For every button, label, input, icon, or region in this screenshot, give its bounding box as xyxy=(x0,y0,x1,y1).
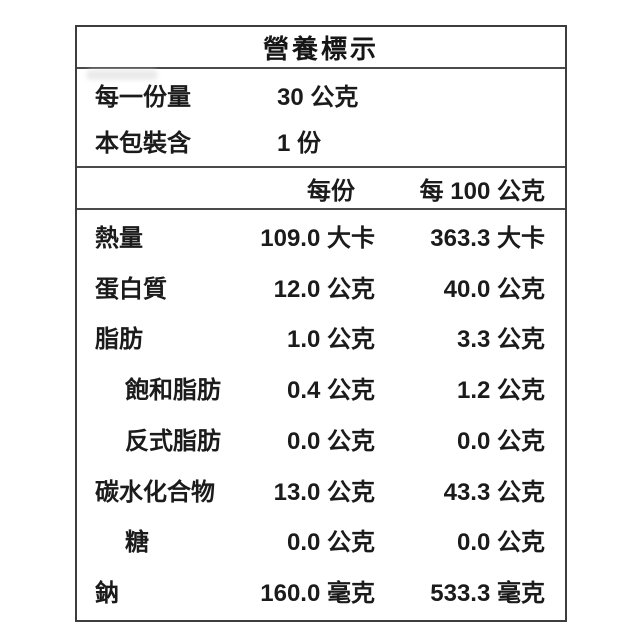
per-100g-value: 40.0 公克 xyxy=(443,275,545,303)
serving-info-section: 每一份量 30 公克 本包裝含 1 份 xyxy=(77,69,565,168)
per-serving-value: 0.4 公克 xyxy=(286,377,375,405)
column-header-row: 每份 每 100 公克 xyxy=(77,168,565,210)
nutrient-row: 鈉 160.0 毫克 533.3 毫克 xyxy=(77,565,565,616)
nutrient-row: 反式脂肪 0.0 公克 0.0 公克 xyxy=(77,413,565,464)
nutrient-label: 蛋白質 xyxy=(95,275,167,303)
per-100g-value: 363.3 大卡 xyxy=(430,224,545,252)
nutrient-label: 鈉 xyxy=(95,580,119,608)
servings-per-package-value: 1 份 xyxy=(277,130,322,158)
nutrient-row: 蛋白質 12.0 公克 40.0 公克 xyxy=(77,261,565,312)
per-serving-value: 109.0 大卡 xyxy=(260,224,375,252)
per-100g-value: 533.3 毫克 xyxy=(430,580,545,608)
per-100g-column-header: 每 100 公克 xyxy=(419,177,545,205)
nutrition-facts-table: 營養標示 每一份量 30 公克 本包裝含 1 份 每份 每 100 公克 熱量 … xyxy=(75,25,567,622)
nutrient-label: 熱量 xyxy=(95,224,143,252)
nutrient-rows-section: 熱量 109.0 大卡 363.3 大卡 蛋白質 12.0 公克 40.0 公克… xyxy=(77,210,565,616)
per-100g-value: 0.0 公克 xyxy=(456,427,545,455)
per-100g-value: 1.2 公克 xyxy=(456,377,545,405)
nutrient-row: 熱量 109.0 大卡 363.3 大卡 xyxy=(77,210,565,261)
nutrient-label: 碳水化合物 xyxy=(95,478,215,506)
nutrient-label: 反式脂肪 xyxy=(125,427,221,455)
nutrient-row: 糖 0.0 公克 0.0 公克 xyxy=(77,515,565,566)
nutrient-row: 脂肪 1.0 公克 3.3 公克 xyxy=(77,312,565,363)
per-100g-value: 0.0 公克 xyxy=(456,529,545,557)
nutrient-label: 糖 xyxy=(125,529,149,557)
per-100g-value: 43.3 公克 xyxy=(443,478,545,506)
per-serving-value: 160.0 毫克 xyxy=(260,580,375,608)
nutrient-row: 飽和脂肪 0.4 公克 1.2 公克 xyxy=(77,362,565,413)
per-serving-value: 0.0 公克 xyxy=(286,427,375,455)
per-serving-column-header: 每份 xyxy=(307,177,355,205)
serving-size-row: 每一份量 30 公克 xyxy=(77,71,565,117)
servings-per-package-label: 本包裝含 xyxy=(95,130,191,158)
per-100g-value: 3.3 公克 xyxy=(456,326,545,354)
nutrient-label: 脂肪 xyxy=(95,326,143,354)
servings-per-package-row: 本包裝含 1 份 xyxy=(77,118,565,164)
nutrient-row: 碳水化合物 13.0 公克 43.3 公克 xyxy=(77,464,565,515)
table-title: 營養標示 xyxy=(262,33,379,64)
table-title-section: 營養標示 xyxy=(77,27,565,69)
per-serving-value: 13.0 公克 xyxy=(273,478,375,506)
serving-size-value: 30 公克 xyxy=(277,83,359,111)
nutrient-label: 飽和脂肪 xyxy=(125,377,221,405)
serving-size-label: 每一份量 xyxy=(95,83,191,111)
per-serving-value: 12.0 公克 xyxy=(273,275,375,303)
per-serving-value: 0.0 公克 xyxy=(286,529,375,557)
per-serving-value: 1.0 公克 xyxy=(286,326,375,354)
